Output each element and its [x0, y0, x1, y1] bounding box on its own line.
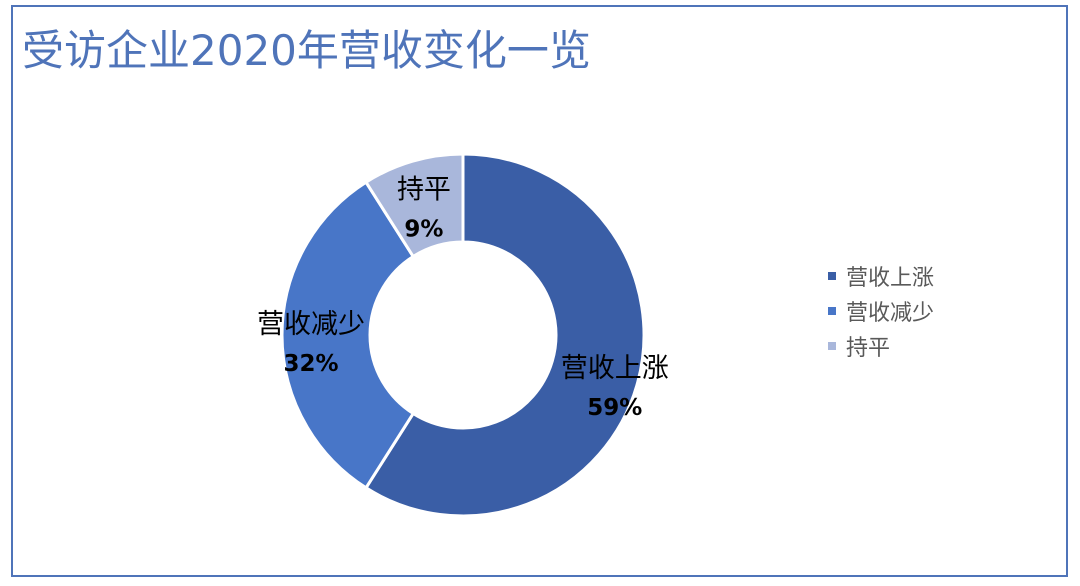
donut-slice-1: [363, 152, 646, 518]
legend-label: 持平: [846, 335, 891, 361]
legend-swatch: [828, 271, 836, 280]
slice-percent-label: 32%: [283, 351, 338, 377]
chart-title: 受访企业2020年营收变化一览: [22, 26, 591, 75]
slice-percent-label: 9%: [404, 217, 443, 243]
legend-item: 营收上涨: [828, 258, 934, 293]
donut-slice-2: [280, 180, 416, 490]
donut-labels: 营收上涨 59% 营收减少 32% 持平 9%: [257, 175, 669, 422]
legend-swatch: [828, 341, 836, 350]
legend-item: 营收减少: [828, 293, 934, 328]
slice-percent-label: 59%: [587, 395, 642, 421]
legend-label: 营收减少: [846, 300, 935, 326]
legend-item: 持平: [828, 328, 934, 363]
legend-swatch: [828, 306, 836, 315]
donut-slices: [280, 152, 646, 518]
slice-category-label: 营收上涨: [561, 353, 669, 384]
donut-slice-3: [363, 152, 465, 259]
slice-category-label: 营收减少: [257, 309, 365, 340]
slice-category-label: 持平: [397, 175, 451, 206]
legend-label: 营收上涨: [846, 265, 935, 291]
chart-legend: 营收上涨营收减少持平: [828, 258, 934, 363]
